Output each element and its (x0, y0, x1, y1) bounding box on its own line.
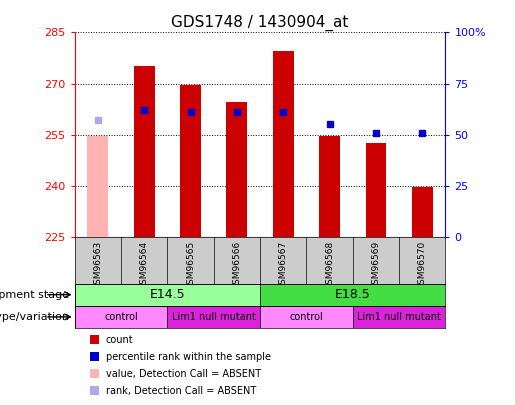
Bar (273, 51, 294, 237)
Bar (134, 66, 154, 237)
Text: GSM96568: GSM96568 (325, 241, 334, 290)
Bar (227, 102, 247, 237)
Text: GSM96563: GSM96563 (93, 241, 102, 290)
Bar (167, 306, 260, 328)
Text: genotype/variation: genotype/variation (0, 312, 70, 322)
Text: GSM96565: GSM96565 (186, 241, 195, 290)
Text: GSM96570: GSM96570 (418, 241, 427, 290)
Text: GSM96569: GSM96569 (371, 241, 381, 290)
Bar (180, 85, 201, 237)
Text: control: control (104, 312, 138, 322)
Text: Lim1 null mutant: Lim1 null mutant (357, 312, 441, 322)
Bar (260, 284, 445, 306)
Text: percentile rank within the sample: percentile rank within the sample (106, 352, 270, 362)
Text: E18.5: E18.5 (335, 288, 371, 301)
Bar (353, 306, 445, 328)
Bar (88, 136, 108, 237)
Text: rank, Detection Call = ABSENT: rank, Detection Call = ABSENT (106, 386, 256, 396)
Text: development stage: development stage (0, 290, 70, 300)
Text: count: count (106, 335, 133, 345)
Bar (75, 284, 260, 306)
Title: GDS1748 / 1430904_at: GDS1748 / 1430904_at (171, 15, 349, 31)
Text: E14.5: E14.5 (149, 288, 185, 301)
Text: GSM96564: GSM96564 (140, 241, 149, 290)
Text: Lim1 null mutant: Lim1 null mutant (172, 312, 255, 322)
Bar (366, 143, 386, 237)
Text: GSM96566: GSM96566 (232, 241, 242, 290)
Bar (412, 188, 433, 237)
Bar (75, 306, 167, 328)
Text: value, Detection Call = ABSENT: value, Detection Call = ABSENT (106, 369, 261, 379)
Bar (319, 136, 340, 237)
Bar (260, 306, 353, 328)
Text: control: control (289, 312, 323, 322)
Text: GSM96567: GSM96567 (279, 241, 288, 290)
